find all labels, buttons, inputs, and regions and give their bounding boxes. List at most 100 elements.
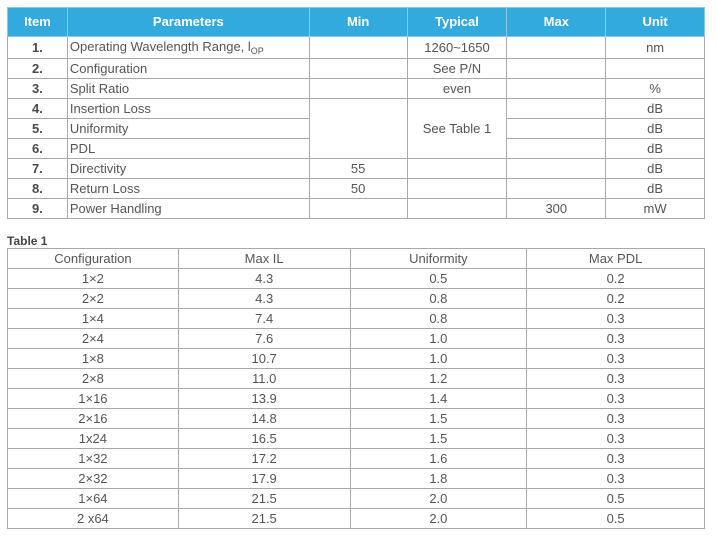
unit-value (605, 58, 705, 79)
header-uniformity: Uniformity (349, 248, 528, 269)
spec-row: 7. Directivity 55 dB (7, 158, 705, 179)
table-row: 2×32 17.9 1.8 0.3 (7, 468, 705, 489)
table-row: 2×8 11.0 1.2 0.3 (7, 368, 705, 389)
max-il-cell: 7.6 (177, 328, 351, 349)
typical-value (406, 158, 508, 179)
max-pdl-cell: 0.3 (526, 308, 705, 329)
uniformity-cell: 0.5 (349, 268, 528, 289)
table-row: 2×4 7.6 1.0 0.3 (7, 328, 705, 349)
parameter-name: PDL (66, 138, 310, 159)
configuration-cell: 1×32 (7, 448, 179, 469)
max-il-cell: 21.5 (177, 488, 351, 509)
configuration-cell: 1×2 (7, 268, 179, 289)
configuration-cell: 2×32 (7, 468, 179, 489)
item-number: 2. (7, 58, 68, 79)
min-value-merged (308, 98, 408, 159)
uniformity-cell: 1.5 (349, 428, 528, 449)
max-il-cell: 13.9 (177, 388, 351, 409)
item-number: 9. (7, 198, 68, 219)
parameter-name: Uniformity (66, 118, 310, 139)
uniformity-cell: 2.0 (349, 488, 528, 509)
max-pdl-cell: 0.3 (526, 328, 705, 349)
configuration-cell: 2×8 (7, 368, 179, 389)
max-pdl-cell: 0.3 (526, 408, 705, 429)
max-value (506, 158, 607, 179)
parameter-name: Configuration (66, 58, 310, 79)
typical-value (406, 198, 508, 219)
spec-row: 1. Operating Wavelength Range, lOP 1260~… (7, 36, 705, 59)
max-pdl-cell: 0.3 (526, 348, 705, 369)
min-value: 50 (308, 178, 408, 199)
table-1-body: 1×2 4.3 0.5 0.2 2×2 4.3 0.8 0.2 1×4 7.4 0.8 0.3 2×4 7… (7, 268, 705, 529)
unit-value: dB (605, 118, 705, 139)
unit-value: dB (605, 178, 705, 199)
max-il-cell: 14.8 (177, 408, 351, 429)
item-number: 3. (7, 78, 68, 99)
uniformity-cell: 1.8 (349, 468, 528, 489)
max-value (506, 178, 607, 199)
uniformity-cell: 1.4 (349, 388, 528, 409)
header-parameters: Parameters (66, 7, 310, 37)
configuration-cell: 2×16 (7, 408, 179, 429)
item-number: 7. (7, 158, 68, 179)
header-max-il: Max IL (177, 248, 351, 269)
min-value (308, 198, 408, 219)
unit-value: dB (605, 98, 705, 119)
spec-row: 8. Return Loss 50 dB (7, 178, 705, 199)
configuration-cell: 2 x64 (7, 508, 179, 529)
typical-value (406, 178, 508, 199)
configuration-cell: 2×2 (7, 288, 179, 309)
specifications-table: Item Parameters Min Typical Max Unit 1. … (7, 7, 705, 219)
configuration-cell: 1×8 (7, 348, 179, 369)
parameter-name: Insertion Loss (66, 98, 310, 119)
uniformity-cell: 1.5 (349, 408, 528, 429)
unit-value: nm (605, 36, 705, 59)
uniformity-cell: 1.2 (349, 368, 528, 389)
parameter-name: Power Handling (66, 198, 310, 219)
max-pdl-cell: 0.3 (526, 388, 705, 409)
table-1-title: Table 1 (7, 234, 48, 248)
min-value (308, 36, 408, 59)
item-number: 6. (7, 138, 68, 159)
configuration-cell: 1x24 (7, 428, 179, 449)
header-configuration: Configuration (7, 248, 179, 269)
table-row: 2×2 4.3 0.8 0.2 (7, 288, 705, 309)
item-number: 4. (7, 98, 68, 119)
max-il-cell: 7.4 (177, 308, 351, 329)
unit-value: % (605, 78, 705, 99)
header-item: Item (7, 7, 68, 37)
typical-value: See P/N (406, 58, 508, 79)
table-1: Configuration Max IL Uniformity Max PDL … (7, 248, 705, 529)
table-row: 2×16 14.8 1.5 0.3 (7, 408, 705, 429)
max-il-cell: 11.0 (177, 368, 351, 389)
max-value (506, 58, 607, 79)
max-il-cell: 10.7 (177, 348, 351, 369)
parameter-name: Directivity (66, 158, 310, 179)
configuration-cell: 1×4 (7, 308, 179, 329)
uniformity-cell: 0.8 (349, 288, 528, 309)
subscript-op: OP (250, 46, 264, 56)
max-value: 300 (506, 198, 607, 219)
table-row: 1×16 13.9 1.4 0.3 (7, 388, 705, 409)
max-pdl-cell: 0.3 (526, 448, 705, 469)
table-1-header-row: Configuration Max IL Uniformity Max PDL (7, 248, 705, 269)
header-max-pdl: Max PDL (526, 248, 705, 269)
max-value (506, 36, 607, 59)
configuration-cell: 1×64 (7, 488, 179, 509)
uniformity-cell: 1.0 (349, 328, 528, 349)
table-row: 1x24 16.5 1.5 0.3 (7, 428, 705, 449)
uniformity-cell: 1.6 (349, 448, 528, 469)
min-value (308, 58, 408, 79)
spec-row: 4. Insertion Loss See Table 1 dB (7, 98, 705, 159)
item-number: 5. (7, 118, 68, 139)
max-pdl-cell: 0.5 (526, 488, 705, 509)
max-il-cell: 4.3 (177, 288, 351, 309)
max-il-cell: 17.9 (177, 468, 351, 489)
header-unit: Unit (605, 7, 705, 37)
parameter-name: Split Ratio (66, 78, 310, 99)
typical-value: even (406, 78, 508, 99)
max-value (506, 118, 607, 139)
max-value (506, 138, 607, 159)
max-il-cell: 17.2 (177, 448, 351, 469)
max-pdl-cell: 0.2 (526, 268, 705, 289)
